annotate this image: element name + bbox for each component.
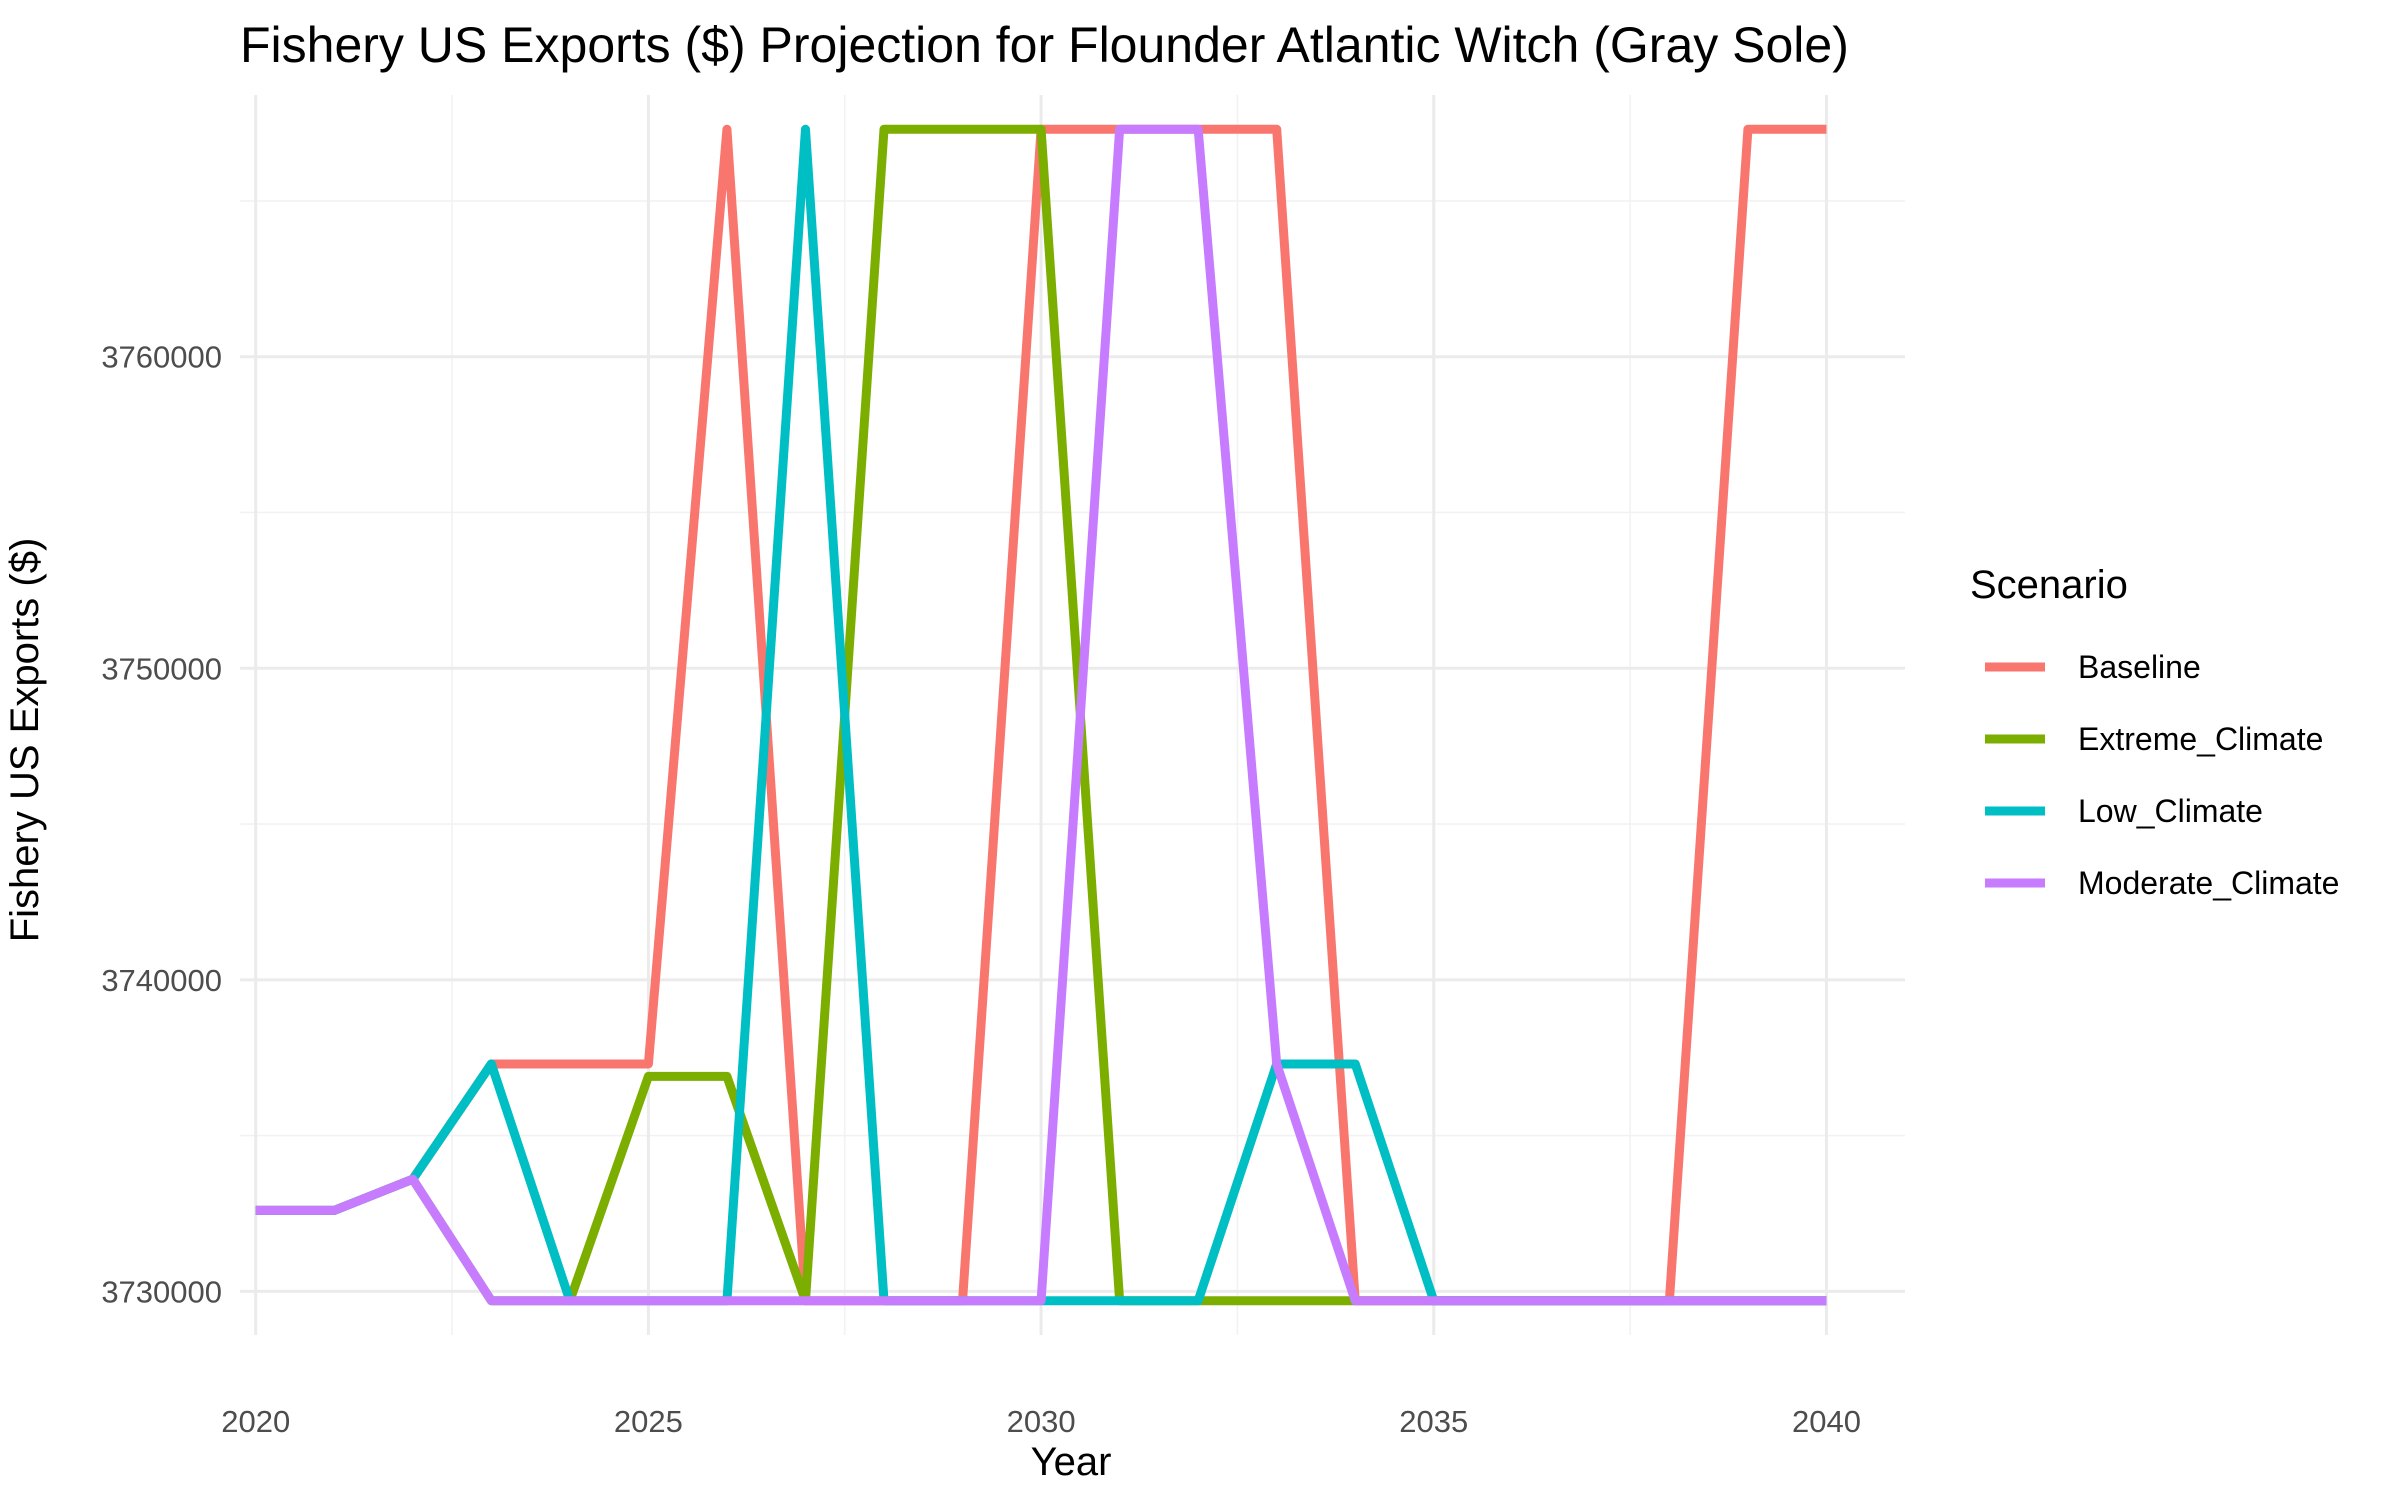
legend: Scenario Baseline Extreme_Climate Low_Clim…	[1970, 563, 2339, 901]
series-lines	[255, 124, 1827, 1306]
series-line-moderate-climate	[255, 124, 1827, 1306]
y-tick-label: 3730000	[101, 1274, 222, 1309]
legend-label-baseline: Baseline	[2078, 649, 2201, 685]
y-tick-label: 3760000	[101, 340, 222, 375]
x-tick-label: 2020	[221, 1404, 290, 1439]
x-tick-label: 2025	[614, 1404, 683, 1439]
x-tick-label: 2035	[1399, 1404, 1468, 1439]
chart-title: Fishery US Exports ($) Projection for Fl…	[240, 17, 1849, 73]
y-axis-title: Fishery US Exports ($)	[3, 538, 47, 943]
axis-ticks: 2020 2025 2030 2035 2040 3730000 3740000 375000…	[101, 340, 1861, 1439]
x-axis-title: Year	[1031, 1440, 1112, 1484]
x-tick-label: 2030	[1007, 1404, 1076, 1439]
y-tick-label: 3750000	[101, 651, 222, 686]
legend-title: Scenario	[1970, 563, 2128, 607]
grid	[240, 95, 1905, 1335]
legend-label-low-climate: Low_Climate	[2078, 793, 2263, 829]
x-tick-label: 2040	[1792, 1404, 1861, 1439]
legend-label-moderate-climate: Moderate_Climate	[2078, 865, 2339, 901]
legend-items: Baseline Extreme_Climate Low_Climate Modera…	[1985, 649, 2339, 901]
legend-label-extreme-climate: Extreme_Climate	[2078, 721, 2323, 757]
y-tick-label: 3740000	[101, 963, 222, 998]
